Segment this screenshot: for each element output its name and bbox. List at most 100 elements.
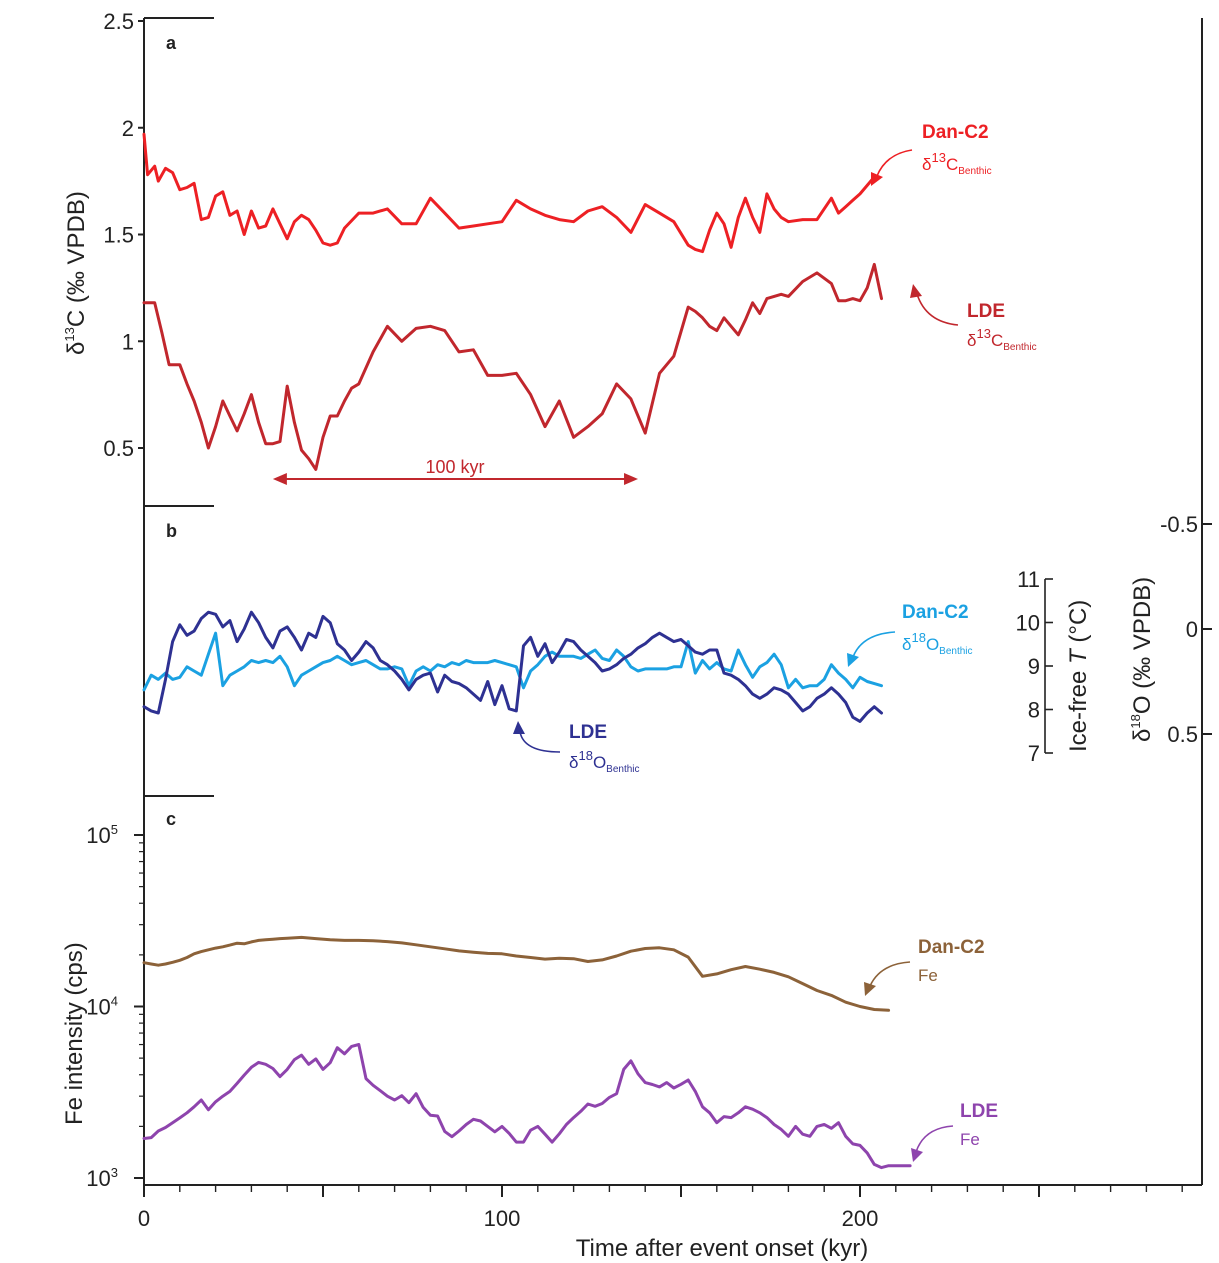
ann-lde-a-benthic: Benthic [1003,342,1036,353]
t-tick-label: 9 [1028,654,1040,679]
ann-dan-b-benthic: Benthic [939,646,972,657]
panel-c-y-ticks: 103 104 105 [86,822,144,1191]
a-y-tick-label: 2 [122,116,134,141]
ann-lde-b-sup: 18 [578,748,592,763]
a-y-tick-label: 0.5 [103,436,134,461]
c-y-tick-label: 103 [86,1165,118,1191]
panel-c-y-title: Fe intensity (cps) [61,942,88,1125]
ann-lde-c-title: LDE [960,1101,998,1122]
ann-lde-b-o: O [593,753,606,772]
t-tick-label: 11 [1017,567,1040,592]
ann-dan-b-pointer [852,631,896,658]
ann-dan-a-sup: 13 [931,150,945,165]
series-lines [142,132,912,1170]
a-ylabel-rest: C (‰ VPDB) [63,191,90,327]
b-ylabel-rest: O (‰ VPDB) [1129,577,1156,714]
panel-label-b: b [166,521,177,541]
b-ylabel-sup: 18 [1128,714,1143,728]
t-label-italic: T [1065,647,1092,664]
span-arrow-100kyr: 100 kyr [272,457,639,485]
span-arrow-head-right [624,473,639,485]
series-line-b-lde [142,610,883,723]
ann-dan-c-title: Dan-C2 [918,937,985,958]
ann-lde-a-c: C [991,331,1003,350]
ann-lde-b-benthic: Benthic [606,764,639,775]
a-ylabel-delta: δ [63,342,90,355]
a-y-tick-label: 1 [122,329,134,354]
ann-lde-a-delta: δ [967,331,976,350]
b-ylabel-delta: δ [1129,729,1156,742]
c-y-tick-label: 105 [86,822,118,848]
ann-dan-b-title: Dan-C2 [902,602,969,623]
annotation-dan-c2-d13c: Dan-C2 δ13CBenthic [871,122,992,186]
ann-dan-a-title: Dan-C2 [922,122,989,143]
annotation-dan-c2-fe: Dan-C2 Fe [864,937,985,996]
b-y-tick-label: -0.5 [1160,512,1198,537]
span-arrow-head-left [272,473,287,485]
panel-b-y-title: δ18O (‰ VPDB) [1128,577,1156,742]
ann-lde-b-title: LDE [569,722,607,743]
annotation-lde-fe: LDE Fe [911,1101,998,1162]
t-tick-label: 8 [1028,698,1040,723]
ann-lde-c-arrowhead [911,1148,923,1162]
annotation-lde-d18o: LDE δ18OBenthic [513,721,640,775]
ann-dan-b-delta: δ [902,635,911,654]
ann-lde-a-pointer [916,293,959,326]
ann-lde-a-sup: 13 [976,326,990,341]
x-tick-label: 0 [138,1206,150,1231]
temperature-axis: 7 8 9 10 11 [1016,567,1053,766]
t-tick-label: 7 [1028,741,1040,766]
series-line-a-lde [142,262,883,471]
t-label-post: (°C) [1065,600,1092,650]
panel-label-a: a [166,33,177,53]
panel-a-y-ticks: 0.5 1 1.5 2 2.5 [103,9,144,461]
ann-dan-a-delta: δ [922,155,931,174]
series-line-c-dan-c2 [142,935,891,1012]
b-y-tick-label: 0.5 [1167,722,1198,747]
ann-lde-b-delta: δ [569,753,578,772]
a-ylabel-sup: 13 [62,327,77,341]
series-line-c-lde [142,1043,912,1170]
x-axis-title: Time after event onset (kyr) [576,1235,869,1262]
panel-a-y-title: δ13C (‰ VPDB) [62,191,90,355]
ann-dan-a-pointer [876,149,913,177]
a-y-tick-label: 1.5 [103,223,134,248]
ann-dan-a-arrowhead [871,172,883,186]
ann-dan-c-sub: Fe [918,966,938,985]
ann-lde-b-sub: δ18OBenthic [569,748,640,775]
a-y-tick-label: 2.5 [103,9,134,34]
panel-label-c: c [166,809,176,829]
span-label: 100 kyr [425,457,484,477]
t-label-pre: Ice-free [1065,664,1092,752]
series-line-a-dan-c2 [142,132,876,254]
ann-dan-b-sup: 18 [911,630,925,645]
x-tick-label: 100 [484,1206,521,1231]
annotation-dan-c2-d18o: Dan-C2 δ18OBenthic [847,602,973,667]
ann-dan-a-sub: δ13CBenthic [922,150,992,177]
ann-lde-b-pointer [519,731,561,753]
ann-lde-c-pointer [915,1125,954,1153]
ann-dan-b-sub: δ18OBenthic [902,630,973,657]
ann-dan-c-arrowhead [864,982,876,996]
ann-dan-b-o: O [926,635,939,654]
b-y-tick-label: 0 [1186,617,1198,642]
ann-lde-b-arrowhead [513,721,525,734]
panel-b-y-ticks: -0.5 0 0.5 [1160,512,1212,747]
ann-lde-a-arrowhead [910,284,922,298]
x-axis-ticks: 0 100 200 [138,1185,1183,1231]
ann-lde-a-title: LDE [967,301,1005,322]
axes-frame [143,17,1203,1186]
ann-lde-a-sub: δ13CBenthic [967,326,1037,353]
t-tick-label: 10 [1016,611,1040,636]
series-line-b-dan-c2 [142,631,883,692]
ann-dan-b-arrowhead [847,653,859,667]
ann-dan-a-benthic: Benthic [958,166,991,177]
x-tick-label: 200 [842,1206,879,1231]
c-y-tick-label: 104 [86,994,118,1020]
annotation-lde-d13c: LDE δ13CBenthic [910,284,1037,353]
ann-lde-c-sub: Fe [960,1130,980,1149]
ann-dan-a-c: C [946,155,958,174]
ann-dan-c-pointer [869,961,911,987]
temperature-axis-title: Ice-free T (°C) [1065,600,1092,752]
